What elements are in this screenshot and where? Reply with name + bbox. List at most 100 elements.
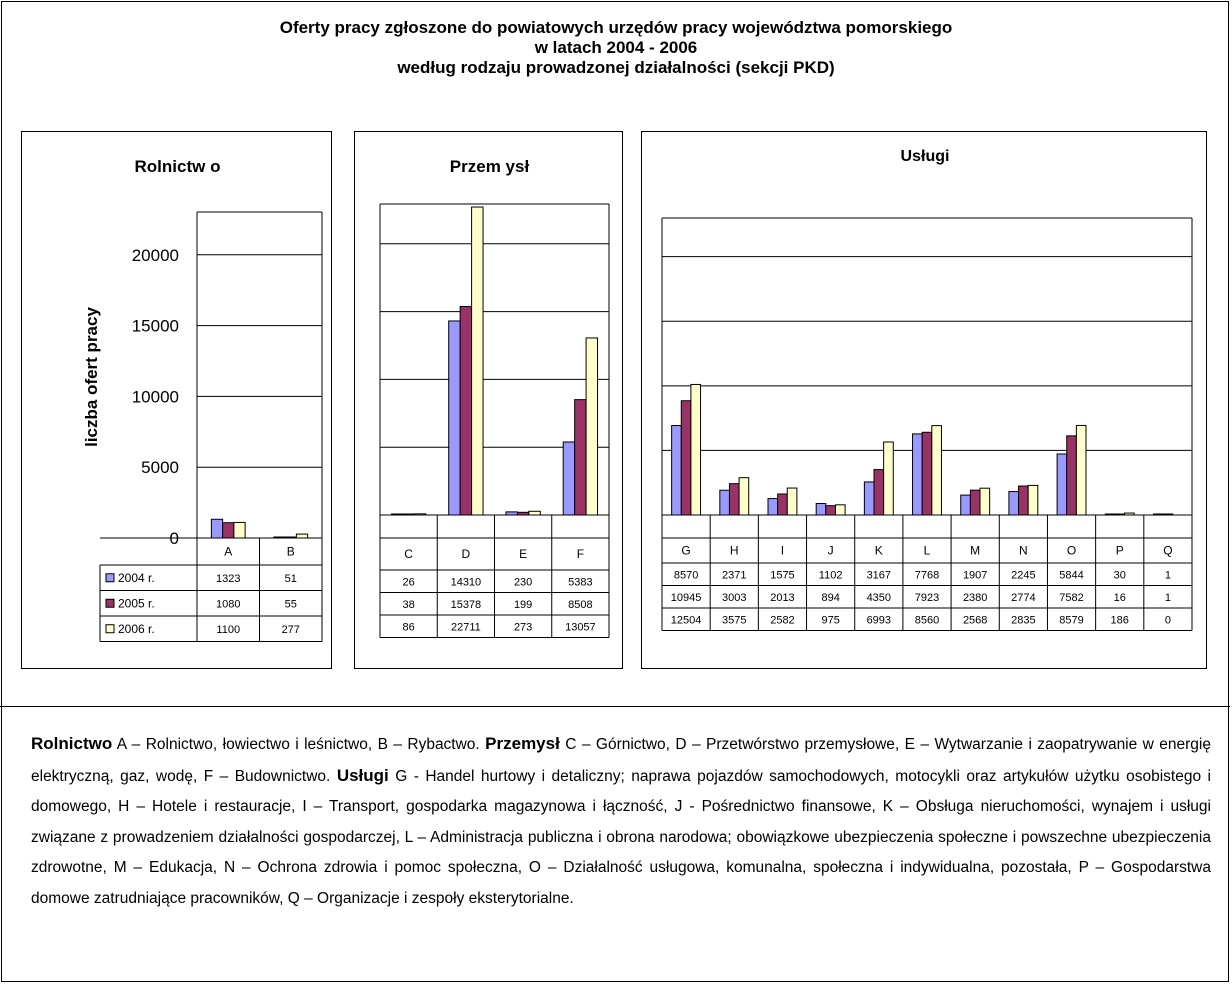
data-table-value: 26 — [403, 576, 415, 588]
data-table-value: 55 — [285, 598, 297, 610]
bar — [1027, 484, 1039, 516]
y-tick-label: 10000 — [132, 387, 179, 406]
data-table-value: 1 — [1165, 569, 1171, 581]
category-label: L — [924, 544, 931, 558]
data-table-value: 7582 — [1059, 592, 1083, 604]
data-table-value: 199 — [514, 599, 532, 611]
panel-rolnictwo: Rolnictw o 0 5000 10000 15000 20000 liczba of… — [21, 131, 332, 669]
data-table-value: 51 — [285, 573, 297, 585]
data-table-value: 230 — [514, 576, 532, 588]
title-line-2: w latach 2004 - 2006 — [534, 38, 698, 57]
data-table-value: 2835 — [1011, 614, 1035, 626]
category-label: B — [287, 545, 295, 559]
data-table-value: 3167 — [867, 569, 891, 581]
figure-title: Oferty pracy zgłoszone do powiatowych ur… — [0, 18, 1232, 78]
bar — [1066, 435, 1077, 516]
data-table-value: 12504 — [671, 614, 702, 626]
bar — [1075, 424, 1087, 516]
data-table-value: 1080 — [216, 598, 240, 610]
data-table-value: 15378 — [451, 599, 482, 611]
bar — [585, 337, 599, 516]
data-table-value: 186 — [1111, 614, 1129, 626]
bar — [574, 399, 587, 516]
chart-title-uslugi: Usługi — [900, 148, 950, 165]
data-table-value: 38 — [403, 599, 415, 611]
data-table-value: 2371 — [722, 569, 746, 581]
bar — [825, 505, 836, 516]
category-label: I — [781, 544, 784, 558]
data-table-value: 2568 — [963, 614, 987, 626]
bar — [815, 502, 827, 516]
y-tick-label: 5000 — [141, 458, 179, 477]
bar — [562, 441, 576, 516]
legend-label: 2006 r. — [118, 622, 155, 636]
data-table-value: 6993 — [867, 614, 891, 626]
data-table-value: 30 — [1114, 569, 1126, 581]
category-label: N — [1019, 544, 1028, 558]
data-table-value: 5844 — [1059, 569, 1083, 581]
legend-rolnictwo-label: Rolnictwo — [31, 734, 113, 753]
bar — [690, 383, 702, 516]
data-table-value: 1100 — [216, 624, 240, 636]
data-table-value: 277 — [282, 624, 300, 636]
title-line-1: Oferty pracy zgłoszone do powiatowych ur… — [279, 18, 953, 37]
data-table-value: 2245 — [1011, 569, 1035, 581]
panel-przemysl: Przem ysł C D E F 26 14310 230 5383 38 15378 199 85… — [354, 131, 623, 669]
category-label: H — [730, 544, 739, 558]
bar — [883, 441, 894, 516]
legend-label: 2004 r. — [118, 571, 155, 585]
bar — [448, 320, 461, 516]
bar — [863, 481, 875, 516]
bar — [1056, 453, 1068, 516]
legend-swatch — [105, 598, 115, 608]
data-table-value: 5383 — [568, 576, 592, 588]
bar — [873, 469, 885, 516]
data-table-value: 7923 — [915, 592, 939, 604]
bar — [719, 489, 730, 516]
data-table-value: 86 — [403, 621, 415, 633]
chart-przemysl: C D E F 26 14310 230 5383 38 15378 199 8508 86 22711 2… — [379, 203, 610, 638]
data-table-value: 22711 — [451, 621, 481, 633]
category-label: A — [224, 545, 232, 559]
separator-line — [0, 706, 1230, 707]
data-table-value: 1 — [1165, 592, 1171, 604]
legend-label: 2005 r. — [118, 596, 155, 610]
legend-uslugi-text: G - Handel hurtowy i detaliczny; naprawa… — [31, 767, 1211, 907]
bar — [1008, 491, 1020, 516]
bar — [516, 511, 530, 516]
data-table-value: 2380 — [963, 592, 987, 604]
y-axis-label: liczba ofert pracy — [82, 307, 101, 447]
bar — [390, 513, 404, 516]
data-table-value: 1907 — [963, 569, 987, 581]
data-table-value: 1323 — [216, 573, 240, 585]
data-table-value: 14310 — [451, 576, 482, 588]
bar — [459, 305, 473, 516]
bar — [767, 498, 779, 516]
category-label: K — [875, 544, 883, 558]
bar — [1152, 513, 1164, 516]
chart-title-rolnictwo: Rolnictw o — [134, 157, 221, 176]
bar — [402, 513, 415, 516]
bar — [960, 494, 971, 516]
bar — [210, 518, 224, 539]
category-label: D — [462, 547, 471, 561]
data-table-value: 2582 — [770, 614, 794, 626]
bar — [912, 433, 923, 516]
data-table-value: 10945 — [671, 592, 702, 604]
category-label: O — [1067, 544, 1076, 558]
bar — [931, 425, 942, 516]
legend-uslugi-label: Usługi — [336, 765, 389, 785]
data-table-value: 8579 — [1059, 614, 1083, 626]
bar — [671, 425, 682, 516]
category-label: C — [404, 547, 413, 561]
data-table-value: 894 — [821, 592, 839, 604]
sections-legend: Rolnictwo A – Rolnictwo, łowiectwo i leś… — [31, 729, 1211, 914]
bar — [1104, 513, 1116, 516]
bar — [680, 400, 692, 516]
data-table-value: 16 — [1114, 592, 1126, 604]
bar — [834, 504, 846, 516]
chart-uslugi: G H I J K L M N O P Q 8570 2371 1575 1102 3167 7768 1907 2… — [661, 217, 1193, 631]
bar — [413, 513, 427, 516]
bar — [921, 431, 933, 516]
